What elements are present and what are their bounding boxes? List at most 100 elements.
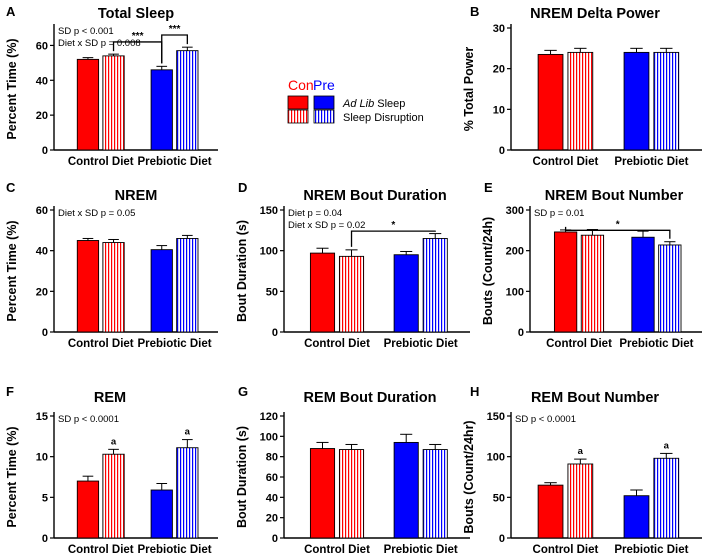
x-tick-label: Prebiotic Diet — [137, 156, 211, 168]
y-tick-label: 20 — [493, 64, 505, 76]
x-tick-label: Control Diet — [68, 338, 134, 350]
y-tick-label: 120 — [260, 411, 278, 423]
y-tick-label: 20 — [36, 286, 48, 298]
stats-annotation: SD p < 0.0001 — [58, 414, 119, 425]
panel-letter: B — [470, 4, 479, 19]
y-axis-label: Bouts (Count/24h) — [481, 217, 495, 325]
significance-label: * — [391, 220, 395, 231]
bar — [176, 50, 199, 151]
y-tick-label: 0 — [499, 533, 505, 545]
x-tick-label: Prebiotic Diet — [619, 338, 693, 350]
chart-panel-d: D NREM Bout Duration 0 50 100 150 Bout Duratio… — [235, 180, 470, 350]
stats-annotation: Diet x SD p = 0.008 — [58, 38, 141, 49]
y-axis-label: Percent Time (%) — [5, 220, 19, 321]
x-tick-label: Prebiotic Diet — [384, 338, 458, 350]
chart-title: REM Bout Number — [531, 390, 659, 406]
y-tick-label: 20 — [36, 110, 48, 122]
y-tick-label: 100 — [260, 431, 278, 443]
bar — [537, 53, 564, 151]
bar — [102, 242, 125, 333]
stats-annotation: Diet x SD p = 0.05 — [58, 208, 135, 219]
x-tick-label: Prebiotic Diet — [614, 156, 688, 168]
y-tick-label: 80 — [266, 452, 278, 464]
panel-letter: G — [238, 384, 248, 399]
x-tick-label: Control Diet — [533, 156, 599, 168]
legend-swatch-control-adlib — [287, 95, 309, 110]
stats-annotation: SD p < 0.0001 — [515, 414, 576, 425]
x-tick-label: Control Diet — [304, 544, 370, 556]
bar — [567, 463, 594, 539]
stats-annotation: SD p = 0.01 — [534, 208, 584, 219]
bar — [150, 249, 173, 333]
x-tick-label: Prebiotic Diet — [137, 338, 211, 350]
bar — [309, 252, 336, 333]
stats-annotation: Diet p = 0.04 — [288, 208, 342, 219]
y-tick-label: 60 — [36, 205, 48, 217]
y-tick-label: 30 — [493, 23, 505, 35]
bar — [422, 449, 448, 539]
bar — [338, 255, 365, 333]
chart-title: NREM Delta Power — [530, 6, 660, 22]
x-tick-label: Control Diet — [546, 338, 612, 350]
legend-swatch-prebiotic-disruption — [313, 109, 335, 124]
legend: Con Pre Ad Lib Sleep Sleep Disruption — [287, 77, 424, 124]
significance-bracket — [161, 34, 188, 64]
panel-letter: F — [6, 384, 14, 399]
y-tick-label: 100 — [506, 286, 524, 298]
y-tick-label: 0 — [42, 533, 48, 545]
chart-panel-e: E NREM Bout Number 0 100 200 300 Bouts (Count/… — [481, 180, 702, 350]
bar — [176, 238, 199, 333]
bar — [76, 480, 100, 539]
y-tick-label: 40 — [36, 75, 48, 87]
legend-swatch-control-disruption — [287, 109, 309, 124]
y-tick-label: 40 — [266, 492, 278, 504]
y-tick-label: 60 — [36, 40, 48, 52]
y-tick-label: 0 — [272, 533, 278, 545]
y-axis-label: Percent Time (%) — [5, 426, 19, 527]
y-tick-label: 0 — [499, 145, 505, 157]
y-tick-label: 20 — [266, 513, 278, 525]
bar — [338, 449, 365, 539]
bar — [631, 236, 655, 333]
legend-row1-prefix: Ad Lib — [342, 98, 374, 110]
y-tick-label: 100 — [260, 246, 278, 258]
legend-swatch-prebiotic-adlib — [313, 95, 335, 110]
y-axis-label: Bout Duration (s) — [235, 220, 249, 322]
y-tick-label: 40 — [36, 246, 48, 258]
panel-letter: E — [484, 180, 493, 195]
chart-title: REM — [94, 390, 126, 406]
y-tick-label: 100 — [487, 452, 505, 464]
chart-panel-a: A Total Sleep 0 20 40 60 Percent Time (%) Contr… — [5, 4, 218, 168]
bar — [309, 448, 336, 539]
legend-row1-label: Ad Lib Sleep — [342, 98, 405, 110]
significance-label: *** — [169, 24, 181, 35]
x-tick-label: Control Diet — [304, 338, 370, 350]
bar — [580, 234, 605, 333]
bar — [150, 489, 173, 539]
stats-annotation: Diet x SD p = 0.02 — [288, 220, 365, 231]
bar — [393, 254, 419, 333]
bar — [658, 244, 682, 333]
bar — [102, 453, 125, 539]
y-tick-label: 200 — [506, 246, 524, 258]
x-tick-label: Control Diet — [68, 544, 134, 556]
bar — [653, 51, 680, 151]
x-tick-label: Control Diet — [68, 156, 134, 168]
bar — [422, 238, 448, 333]
significance-label: * — [616, 219, 620, 230]
chart-title: NREM Bout Number — [545, 188, 684, 204]
chart-title: NREM Bout Duration — [303, 188, 446, 204]
panel-letter: D — [238, 180, 247, 195]
y-axis-label: Percent Time (%) — [5, 38, 19, 139]
chart-title: REM Bout Duration — [304, 390, 437, 406]
bar — [393, 441, 419, 539]
bar — [76, 58, 100, 151]
legend-con-label: Con — [288, 77, 314, 93]
chart-panel-b: B NREM Delta Power 0 10 20 30 % Total Power Con… — [462, 4, 702, 168]
bar — [623, 51, 650, 151]
y-tick-label: 300 — [506, 205, 524, 217]
y-axis-label: Bouts (Count/24hr) — [462, 420, 476, 533]
y-tick-label: 150 — [260, 205, 278, 217]
bar — [553, 231, 578, 333]
